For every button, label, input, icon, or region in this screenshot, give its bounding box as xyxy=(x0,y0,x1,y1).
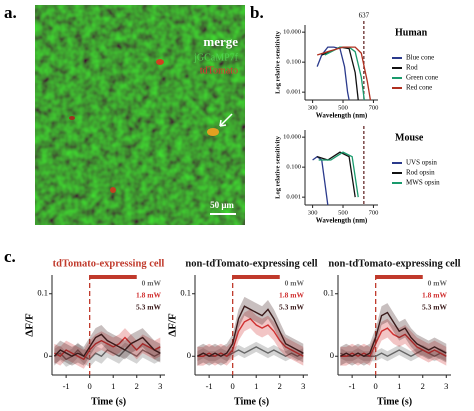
y-tick-label: 0.100 xyxy=(286,164,301,171)
y-tick-label: 0.001 xyxy=(286,194,301,201)
y-tick-label: 0.001 xyxy=(286,89,301,96)
panel-label: a. xyxy=(4,3,17,22)
y-axis-label: Log relative sensitivity xyxy=(274,135,281,198)
cell xyxy=(207,128,219,136)
series-line xyxy=(197,305,304,358)
scale-bar-label: 50 μm xyxy=(210,200,234,210)
legend-title: Mouse xyxy=(395,132,424,143)
error-band xyxy=(197,341,304,362)
legend-label: 5.3 mW xyxy=(422,303,447,312)
x-tick-label: 3 xyxy=(158,381,162,391)
y-tick-label: 0.1 xyxy=(323,288,334,298)
legend-label: Green cone xyxy=(406,74,438,82)
panel-label: b. xyxy=(250,3,264,22)
x-tick-label: -1 xyxy=(206,381,213,391)
y-tick-label: 10.000 xyxy=(283,134,301,141)
error-band xyxy=(340,303,447,366)
series-line xyxy=(321,46,359,101)
series-line xyxy=(316,151,356,198)
x-tick-label: 0 xyxy=(374,381,378,391)
arrow xyxy=(219,113,233,127)
stimulus-bar xyxy=(375,275,423,279)
y-tick-label: 10.000 xyxy=(283,29,301,36)
x-tick-label: 3 xyxy=(444,381,448,391)
legend-label: Blue cone xyxy=(406,54,434,62)
x-axis-label: Time (s) xyxy=(377,396,412,407)
x-tick-label: 2 xyxy=(421,381,425,391)
y-tick-label: 0.1 xyxy=(180,288,191,298)
chart-title: non-tdTomato-expressing cell xyxy=(328,258,460,269)
x-tick-label: 300 xyxy=(308,209,318,216)
x-tick-label: 700 xyxy=(369,104,379,111)
legend-label: 5.3 mW xyxy=(136,303,161,312)
x-tick-label: 1 xyxy=(111,381,115,391)
image-label: merge xyxy=(203,34,238,49)
y-axis-label: ΔF/F xyxy=(24,313,36,337)
marker-label: 637 xyxy=(359,12,370,20)
series-line xyxy=(54,336,161,361)
legend-label: 0 mW xyxy=(285,279,305,288)
x-tick-label: 500 xyxy=(338,104,348,111)
y-axis-label: ΔF/F xyxy=(167,313,179,337)
x-tick-label: 500 xyxy=(338,209,348,216)
x-axis-label: Time (s) xyxy=(91,396,126,407)
series-line xyxy=(324,46,365,101)
x-tick-label: 0 xyxy=(88,381,92,391)
x-tick-label: 3 xyxy=(301,381,305,391)
legend-label: Rod xyxy=(406,64,418,72)
series-line xyxy=(316,46,372,101)
x-axis-label: Wavelength (nm) xyxy=(316,217,368,225)
series-line xyxy=(318,151,359,198)
error-band xyxy=(54,342,161,367)
x-tick-label: 0 xyxy=(231,381,235,391)
y-tick-label: 0 xyxy=(44,350,48,360)
y-tick-label: 0 xyxy=(187,350,191,360)
image-label: jGCaMP7f xyxy=(193,52,239,63)
series-line xyxy=(197,317,304,358)
x-tick-label: 2 xyxy=(278,381,282,391)
image-label: tdTomato xyxy=(200,65,238,76)
legend-title: Human xyxy=(395,27,428,38)
legend-label: 5.3 mW xyxy=(279,303,304,312)
cell xyxy=(110,187,116,193)
error-band xyxy=(197,296,304,366)
micrograph: merge jGCaMP7f tdTomato 50 μm xyxy=(35,5,245,225)
legend-label: 1.8 mW xyxy=(136,291,161,300)
legend-label: 0 mW xyxy=(142,279,162,288)
y-tick-label: 0.100 xyxy=(286,59,301,66)
chart-title: non-tdTomato-expressing cell xyxy=(185,258,317,269)
legend-label: Red cone xyxy=(406,84,432,92)
series-line xyxy=(340,311,447,358)
x-tick-label: 700 xyxy=(369,209,379,216)
y-axis-label: Log relative sensitivity xyxy=(274,30,281,93)
series-line xyxy=(312,155,329,206)
legend-label: Rod opsin xyxy=(406,169,435,177)
series-line xyxy=(340,327,447,358)
x-tick-label: 1 xyxy=(397,381,401,391)
x-axis-label: Wavelength (nm) xyxy=(316,112,368,120)
legend-label: 1.8 mW xyxy=(279,291,304,300)
x-tick-label: -1 xyxy=(63,381,70,391)
panel-label: c. xyxy=(4,247,16,266)
stimulus-bar xyxy=(89,275,137,279)
image-texture xyxy=(35,5,245,225)
x-tick-label: -1 xyxy=(349,381,356,391)
legend-label: MWS opsin xyxy=(406,179,440,187)
cell xyxy=(69,116,75,120)
legend-label: 0 mW xyxy=(428,279,448,288)
x-tick-label: 2 xyxy=(135,381,139,391)
x-tick-label: 1 xyxy=(254,381,258,391)
stimulus-bar xyxy=(232,275,280,279)
legend-label: UVS opsin xyxy=(406,159,437,167)
y-tick-label: 0.1 xyxy=(37,288,48,298)
y-tick-label: 0 xyxy=(330,350,334,360)
chart-title: tdTomato-expressing cell xyxy=(53,258,165,269)
legend-label: 1.8 mW xyxy=(422,291,447,300)
cell xyxy=(156,59,164,65)
error-band xyxy=(197,309,304,366)
x-tick-label: 300 xyxy=(308,104,318,111)
x-axis-label: Time (s) xyxy=(234,396,269,407)
series-line xyxy=(53,333,161,358)
